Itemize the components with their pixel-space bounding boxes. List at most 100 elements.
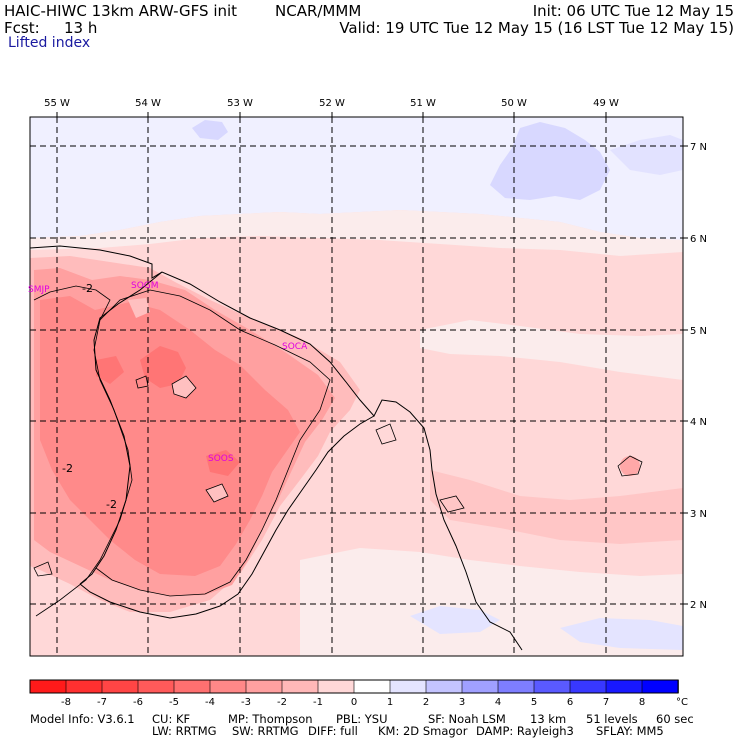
forecast-hour: 13 h xyxy=(64,19,98,37)
lon-label: 53 W xyxy=(227,98,253,109)
near-zero-band xyxy=(30,210,683,256)
positive-patch-southeast xyxy=(560,618,683,650)
colorbar-tick-label: -7 xyxy=(97,697,107,708)
lon-label: 51 W xyxy=(410,98,436,109)
timestep: 60 sec xyxy=(656,712,694,726)
colorbar-swatches xyxy=(29,679,679,694)
contour-cell-g xyxy=(33,561,53,577)
longwave-scheme: LW: RRTMG xyxy=(152,724,217,738)
cumulus-scheme: CU: KF xyxy=(152,712,191,726)
lat-label: 3 N xyxy=(690,509,707,520)
lat-label: 6 N xyxy=(690,234,707,245)
colorbar-swatch xyxy=(533,679,571,694)
colorbar: -8 -7 -6 -5 -4 -3 -2 -1 0 1 2 3 4 5 6 7 8 °C xyxy=(29,679,688,708)
coastline xyxy=(30,245,523,651)
map-frame xyxy=(29,116,684,657)
init-time: Init: 06 UTC Tue 12 May 15 xyxy=(532,2,734,20)
colorbar-swatch xyxy=(641,679,679,694)
forecast-label: Fcst: xyxy=(4,19,40,37)
contour-cell-d xyxy=(617,455,643,477)
core-cell-2 xyxy=(96,356,124,384)
hole-5 xyxy=(330,466,348,484)
positive-patch-north xyxy=(192,120,228,140)
colorbar-tick-label: 8 xyxy=(639,697,645,708)
hole-2 xyxy=(206,484,228,502)
core-cell-1 xyxy=(140,346,186,388)
pbl-scheme: PBL: YSU xyxy=(336,712,388,726)
core-cell-3 xyxy=(206,450,240,476)
colorbar-tick-label: 1 xyxy=(387,697,393,708)
colorbar-swatch xyxy=(425,679,463,694)
station-smjp: SMJP xyxy=(28,285,50,295)
colorbar-tick-label: -2 xyxy=(277,697,287,708)
field-name: Lifted index xyxy=(8,35,91,51)
colorbar-swatch xyxy=(605,679,643,694)
colorbar-swatch xyxy=(29,679,67,694)
contour-labels: -2 -2 -2 xyxy=(62,282,117,511)
colorbar-tick-label: 5 xyxy=(531,697,537,708)
contour-cell-c xyxy=(135,375,149,389)
footer-line-1: Model Info: V3.6.1 CU: KF MP: Thompson P… xyxy=(30,712,694,726)
lon-label: 54 W xyxy=(135,98,161,109)
title-center: NCAR/MMM xyxy=(275,2,362,20)
colorbar-swatch xyxy=(569,679,607,694)
hole-3 xyxy=(128,298,150,318)
contour-label: -2 xyxy=(106,498,117,511)
contour-cell-f xyxy=(375,423,397,445)
km-option: KM: 2D Smagor xyxy=(378,724,468,738)
contour-cell-b xyxy=(205,483,229,503)
lon-label: 52 W xyxy=(319,98,345,109)
lon-label: 50 W xyxy=(501,98,527,109)
vertical-levels: 51 levels xyxy=(586,712,638,726)
colorbar-tick-label: -1 xyxy=(313,697,323,708)
near-zero-east xyxy=(420,320,683,380)
colorbar-tick-label: -6 xyxy=(133,697,143,708)
colorbar-swatch xyxy=(173,679,211,694)
surface-layer: SFLAY: MM5 xyxy=(596,724,664,738)
colorbar-tick-label: -4 xyxy=(205,697,215,708)
resolution: 13 km xyxy=(530,712,567,726)
colorbar-tick-label: -3 xyxy=(241,697,251,708)
contour-minus-two-west xyxy=(33,285,133,617)
microphysics-scheme: MP: Thompson xyxy=(228,712,313,726)
contour-label: -2 xyxy=(62,462,73,475)
positive-patch-south xyxy=(410,606,500,634)
colorbar-tick-label: 6 xyxy=(567,697,573,708)
colorbar-swatch xyxy=(65,679,103,694)
positive-patch-northeast xyxy=(490,122,610,200)
valid-time: Valid: 19 UTC Tue 12 May 15 (16 LST Tue … xyxy=(339,19,734,37)
latitude-labels: 7 N 6 N 5 N 4 N 3 N 2 N xyxy=(690,142,707,611)
tick-marks xyxy=(56,112,688,605)
damping: DAMP: Rayleigh3 xyxy=(476,724,574,738)
surface-scheme: SF: Noah LSM xyxy=(428,712,506,726)
hole-4 xyxy=(358,460,376,476)
colorbar-swatch xyxy=(389,679,427,694)
suriname-french-guiana-border xyxy=(79,271,163,585)
colorbar-swatch xyxy=(281,679,319,694)
lon-label: 55 W xyxy=(44,98,70,109)
colorbar-swatch xyxy=(245,679,283,694)
colorbar-swatch xyxy=(101,679,139,694)
station-sogm: SOGM xyxy=(131,281,159,291)
model-info: Model Info: V3.6.1 xyxy=(30,712,135,726)
colorbar-tick-label: 7 xyxy=(603,697,609,708)
colorbar-swatch xyxy=(137,679,175,694)
small-cell-east xyxy=(620,456,640,476)
station-labels: SMJP SOGM SOCA SOOS xyxy=(28,281,308,464)
contours xyxy=(33,285,643,617)
contour-minus-two-main xyxy=(95,289,331,597)
station-soca: SOCA xyxy=(282,342,308,352)
colorbar-tick-label: -5 xyxy=(169,697,179,708)
colorbar-ticks: -8 -7 -6 -5 -4 -3 -2 -1 0 1 2 3 4 5 6 7 8 xyxy=(61,697,645,708)
north-coast xyxy=(30,245,523,651)
colorbar-tick-label: 2 xyxy=(423,697,429,708)
moderate-instability-east xyxy=(430,470,683,544)
colorbar-frame xyxy=(29,679,679,694)
lat-label: 5 N xyxy=(690,326,707,337)
positive-patch-east xyxy=(610,135,683,175)
lat-label: 2 N xyxy=(690,600,707,611)
colorbar-tick-label: -8 xyxy=(61,697,71,708)
station-soos: SOOS xyxy=(208,454,234,464)
colorbar-swatch xyxy=(317,679,355,694)
